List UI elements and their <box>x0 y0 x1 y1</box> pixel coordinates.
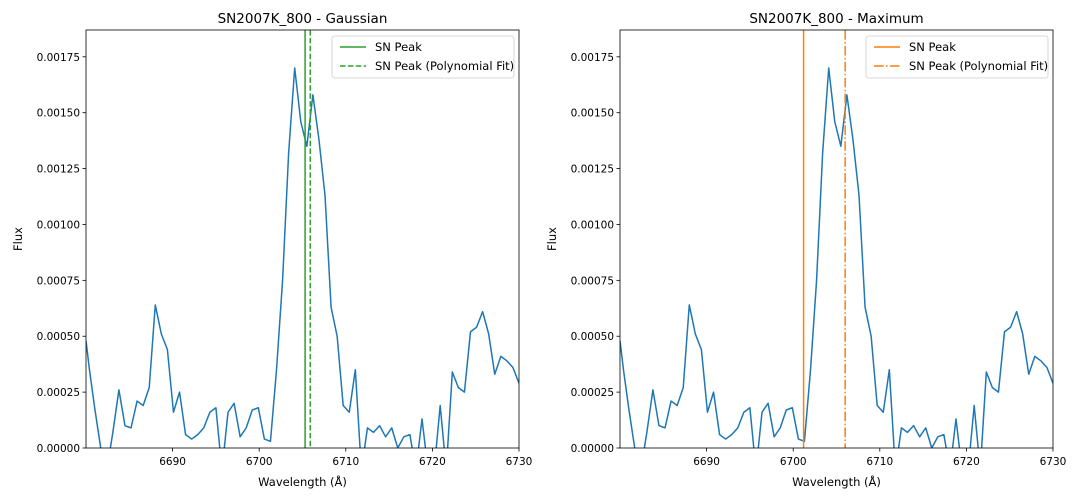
x-axis-label: Wavelength (Å) <box>258 474 347 489</box>
y-tick-label: 0.00000 <box>37 443 80 455</box>
chart-title: SN2007K_800 - Maximum <box>749 11 923 27</box>
y-tick-label: 0.00050 <box>37 331 80 343</box>
y-tick-label: 0.00150 <box>571 108 614 120</box>
legend: SN Peak SN Peak (Polynomial Fit) <box>331 35 515 79</box>
y-tick-label: 0.00075 <box>571 275 614 287</box>
x-tick-label: 6720 <box>953 456 980 468</box>
legend-entry-label: SN Peak <box>909 40 956 54</box>
legend: SN Peak SN Peak (Polynomial Fit) <box>865 35 1049 79</box>
chart-maximum: SN2007K_800 - Maximum Wavelength (Å) Flu… <box>545 11 1066 489</box>
y-tick-label: 0.00175 <box>37 52 80 64</box>
plot-frame <box>619 29 1054 449</box>
x-tick-label: 6710 <box>866 456 893 468</box>
y-tick-label: 0.00125 <box>37 164 80 176</box>
x-tick-label: 6730 <box>506 456 533 468</box>
y-tick-label: 0.00175 <box>571 52 614 64</box>
x-tick-label: 6690 <box>159 456 186 468</box>
legend-box <box>331 35 515 79</box>
legend-entry-label: SN Peak <box>375 40 422 54</box>
x-tick-label: 6700 <box>246 456 273 468</box>
flux-series-line <box>86 67 519 448</box>
y-tick-label: 0.00025 <box>571 387 614 399</box>
legend-box <box>865 35 1049 79</box>
y-tick-label: 0.00000 <box>571 443 614 455</box>
y-axis-label: Flux <box>11 227 25 251</box>
x-tick-label: 6700 <box>780 456 807 468</box>
plot-frame <box>85 29 520 449</box>
chart-title: SN2007K_800 - Gaussian <box>218 11 388 27</box>
y-tick-label: 0.00025 <box>37 387 80 399</box>
y-tick-label: 0.00100 <box>571 219 614 231</box>
y-tick-label: 0.00075 <box>37 275 80 287</box>
legend-entry-label: SN Peak (Polynomial Fit) <box>909 59 1048 73</box>
y-tick-label: 0.00150 <box>37 108 80 120</box>
y-axis-label: Flux <box>545 227 559 251</box>
chart-gaussian: SN2007K_800 - Gaussian Wavelength (Å) Fl… <box>11 11 532 489</box>
y-tick-label: 0.00050 <box>571 331 614 343</box>
y-tick-label: 0.00125 <box>571 164 614 176</box>
x-tick-label: 6730 <box>1040 456 1067 468</box>
x-tick-label: 6720 <box>419 456 446 468</box>
y-tick-label: 0.00100 <box>37 219 80 231</box>
legend-entry-label: SN Peak (Polynomial Fit) <box>375 59 514 73</box>
flux-series-line <box>620 67 1053 448</box>
x-tick-label: 6710 <box>332 456 359 468</box>
x-tick-label: 6690 <box>693 456 720 468</box>
x-axis-label: Wavelength (Å) <box>792 474 881 489</box>
